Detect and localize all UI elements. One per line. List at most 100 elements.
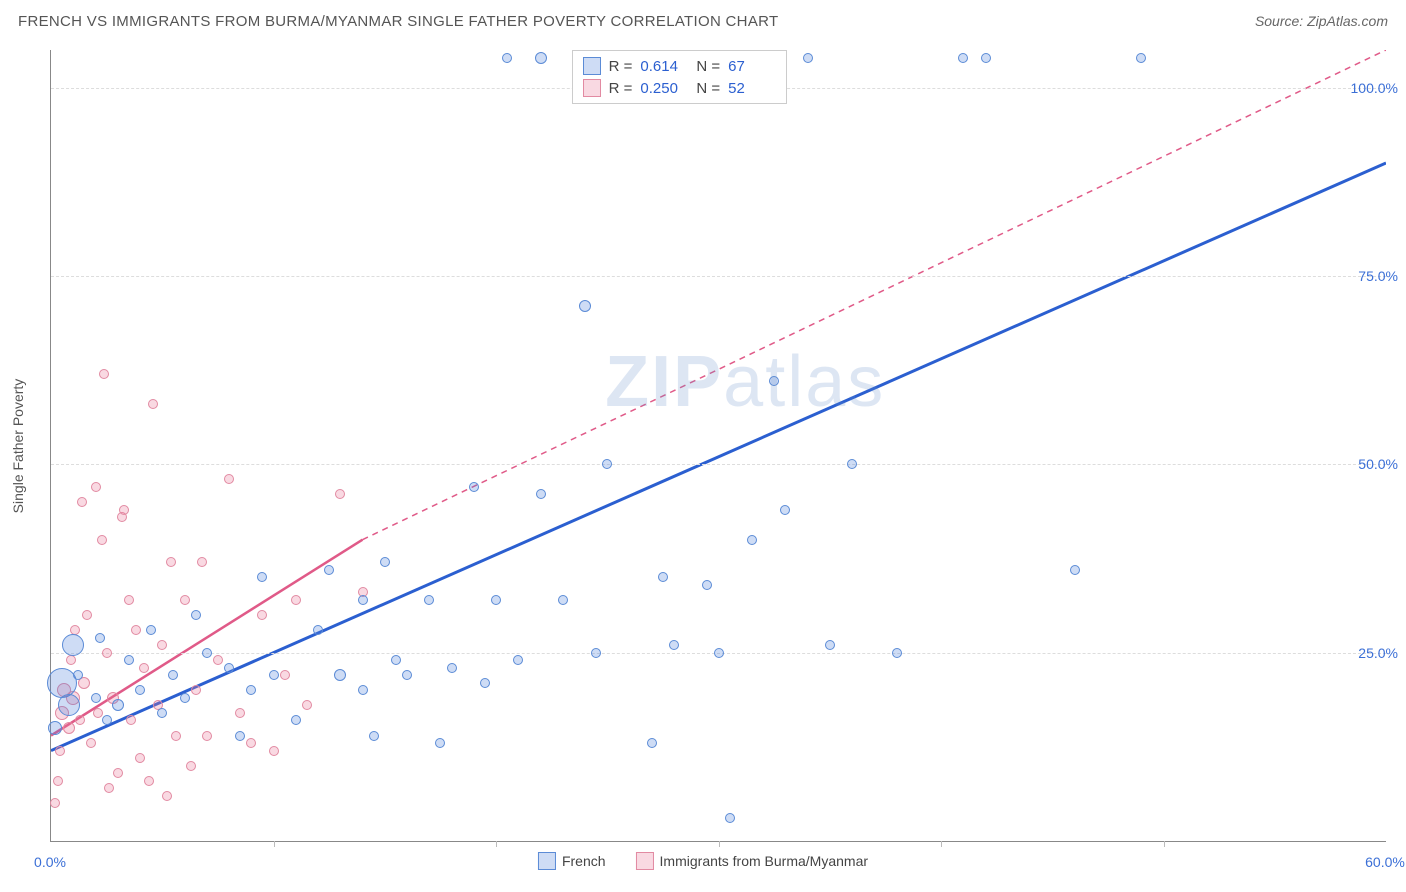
scatter-point-french [958, 53, 968, 63]
scatter-point-burma [148, 399, 158, 409]
scatter-point-burma [50, 798, 60, 808]
scatter-point-french [491, 595, 501, 605]
scatter-point-french [502, 53, 512, 63]
scatter-point-french [536, 489, 546, 499]
x-tick-minor [719, 841, 720, 847]
swatch-icon [538, 852, 556, 870]
scatter-point-french [157, 708, 167, 718]
scatter-point-french [892, 648, 902, 658]
scatter-point-french [558, 595, 568, 605]
scatter-point-french [124, 655, 134, 665]
scatter-point-french [725, 813, 735, 823]
scatter-point-french [291, 715, 301, 725]
scatter-point-burma [97, 535, 107, 545]
x-tick-label: 60.0% [1365, 854, 1405, 870]
regression-lines-svg [51, 50, 1386, 841]
watermark: ZIPatlas [605, 341, 885, 423]
chart-header: FRENCH VS IMMIGRANTS FROM BURMA/MYANMAR … [0, 0, 1406, 42]
scatter-point-french [102, 715, 112, 725]
scatter-point-french [313, 625, 323, 635]
scatter-point-french [91, 693, 101, 703]
scatter-point-french [591, 648, 601, 658]
scatter-point-burma [104, 783, 114, 793]
chart-title: FRENCH VS IMMIGRANTS FROM BURMA/MYANMAR … [18, 13, 778, 30]
scatter-point-french [535, 52, 547, 64]
scatter-point-burma [166, 557, 176, 567]
scatter-point-burma [186, 761, 196, 771]
legend-item-french: French [538, 852, 606, 870]
scatter-point-burma [144, 776, 154, 786]
scatter-point-burma [202, 731, 212, 741]
scatter-point-burma [75, 715, 85, 725]
scatter-point-french [146, 625, 156, 635]
scatter-point-french [246, 685, 256, 695]
scatter-point-french [714, 648, 724, 658]
scatter-point-burma [93, 708, 103, 718]
scatter-point-burma [102, 648, 112, 658]
x-tick-label: 0.0% [34, 854, 66, 870]
scatter-point-french [95, 633, 105, 643]
scatter-point-french [380, 557, 390, 567]
scatter-point-french [180, 693, 190, 703]
scatter-point-french [981, 53, 991, 63]
scatter-point-french [334, 669, 346, 681]
scatter-point-burma [180, 595, 190, 605]
gridline-h [51, 276, 1386, 277]
stats-row-french: R = 0.614 N = 67 [583, 55, 777, 77]
swatch-burma [583, 79, 601, 97]
scatter-point-french [369, 731, 379, 741]
scatter-point-burma [126, 715, 136, 725]
scatter-point-burma [191, 685, 201, 695]
scatter-point-french [168, 670, 178, 680]
scatter-point-french [469, 482, 479, 492]
source-label: Source: ZipAtlas.com [1255, 13, 1388, 29]
scatter-point-french [48, 721, 62, 735]
scatter-point-burma [157, 640, 167, 650]
scatter-plot-area: ZIPatlas R = 0.614 N = 67 R = 0.250 N = … [50, 50, 1386, 842]
y-tick-label: 100.0% [1351, 80, 1398, 96]
scatter-point-burma [197, 557, 207, 567]
scatter-point-french [747, 535, 757, 545]
scatter-point-burma [55, 746, 65, 756]
scatter-point-burma [124, 595, 134, 605]
scatter-point-burma [302, 700, 312, 710]
scatter-point-french [358, 685, 368, 695]
scatter-point-burma [291, 595, 301, 605]
correlation-stats-box: R = 0.614 N = 67 R = 0.250 N = 52 [572, 50, 788, 104]
scatter-point-french [513, 655, 523, 665]
scatter-point-burma [213, 655, 223, 665]
scatter-point-french [191, 610, 201, 620]
scatter-point-burma [269, 746, 279, 756]
scatter-point-french [1136, 53, 1146, 63]
scatter-point-french [847, 459, 857, 469]
x-tick-minor [941, 841, 942, 847]
scatter-point-burma [77, 497, 87, 507]
legend-bottom: French Immigrants from Burma/Myanmar [538, 852, 868, 870]
scatter-point-burma [82, 610, 92, 620]
legend-item-burma: Immigrants from Burma/Myanmar [636, 852, 868, 870]
x-tick-minor [1164, 841, 1165, 847]
y-axis-label: Single Father Poverty [10, 379, 26, 514]
scatter-point-french [579, 300, 591, 312]
scatter-point-burma [280, 670, 290, 680]
scatter-point-burma [139, 663, 149, 673]
scatter-point-burma [53, 776, 63, 786]
scatter-point-burma [63, 722, 75, 734]
x-tick-minor [496, 841, 497, 847]
scatter-point-burma [119, 505, 129, 515]
scatter-point-french [402, 670, 412, 680]
scatter-point-burma [257, 610, 267, 620]
scatter-point-burma [171, 731, 181, 741]
scatter-point-french [602, 459, 612, 469]
swatch-french [583, 57, 601, 75]
scatter-point-french [257, 572, 267, 582]
scatter-point-french [702, 580, 712, 590]
scatter-point-french [202, 648, 212, 658]
scatter-point-french [769, 376, 779, 386]
scatter-point-french [62, 634, 84, 656]
scatter-point-french [391, 655, 401, 665]
scatter-point-french [112, 699, 124, 711]
swatch-icon [636, 852, 654, 870]
scatter-point-french [73, 670, 83, 680]
scatter-point-french [780, 505, 790, 515]
